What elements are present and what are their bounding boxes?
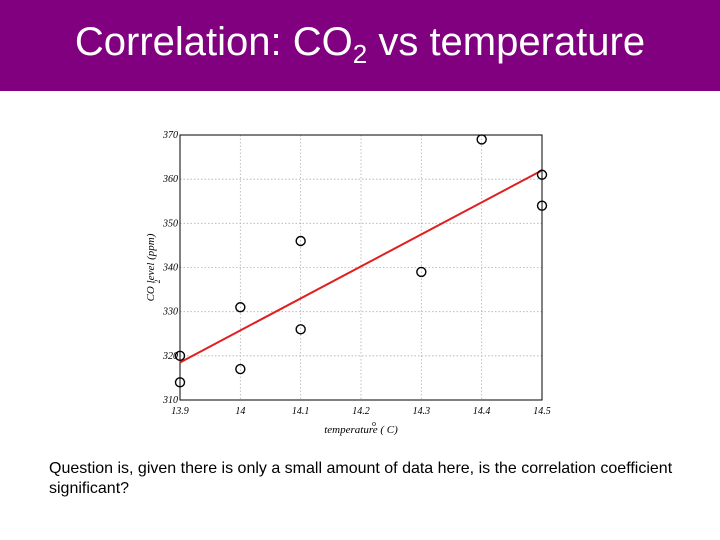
x-tick-label: 14.4 (473, 406, 491, 417)
data-point (174, 350, 186, 362)
y-axis-label-subscript: 2 (153, 280, 162, 284)
data-point (295, 324, 306, 335)
x-tick-label: 14.2 (352, 406, 370, 417)
y-tick-label: 370 (162, 130, 178, 141)
x-tick-label: 14 (235, 406, 245, 417)
data-point (174, 377, 186, 388)
data-point (295, 235, 306, 247)
y-tick-label: 340 (162, 263, 178, 274)
tick-labels: 13.9 14 14.1 14.2 14.3 14.4 14.5 310 320 330 340 35… (162, 130, 551, 417)
data-point (476, 134, 487, 145)
x-axis-label: temperature ( C) (324, 424, 398, 436)
y-tick-label: 310 (162, 395, 178, 406)
x-axis-label-superscript: o (372, 419, 376, 428)
data-point (536, 200, 548, 211)
y-axis-label-group: CO level (ppm) 2 (145, 233, 162, 301)
chart-svg: 13.9 14 14.1 14.2 14.3 14.4 14.5 310 320 330 340 35… (145, 130, 551, 436)
title-subscript: 2 (352, 39, 368, 69)
y-tick-label: 330 (162, 307, 178, 318)
title-main: Correlation: CO (74, 20, 353, 64)
title-rest: vs temperature (367, 20, 646, 64)
question-text: Question is, given there is only a small… (49, 460, 673, 497)
data-point (416, 266, 427, 278)
data-points (174, 134, 548, 388)
plot-frame (179, 134, 543, 401)
y-tick-label: 320 (162, 351, 178, 362)
y-tick-label: 350 (162, 218, 178, 229)
x-tick-label: 13.9 (171, 406, 189, 417)
x-tick-label: 14.3 (413, 406, 431, 417)
slide-title: Correlation: CO2 vs temperature (75, 22, 645, 67)
scatter-chart: 13.9 14 14.1 14.2 14.3 14.4 14.5 310 320 330 340 35… (136, 120, 566, 450)
trend-line (179, 169, 543, 364)
x-tick-label: 14.5 (533, 406, 551, 417)
data-point (235, 302, 246, 313)
data-point (536, 169, 548, 180)
y-tick-label: 360 (162, 174, 178, 185)
data-point (235, 363, 246, 375)
y-axis-label: CO level (ppm) (145, 233, 157, 301)
title-bar: Correlation: CO2 vs temperature (0, 0, 720, 91)
x-tick-label: 14.1 (292, 406, 310, 417)
